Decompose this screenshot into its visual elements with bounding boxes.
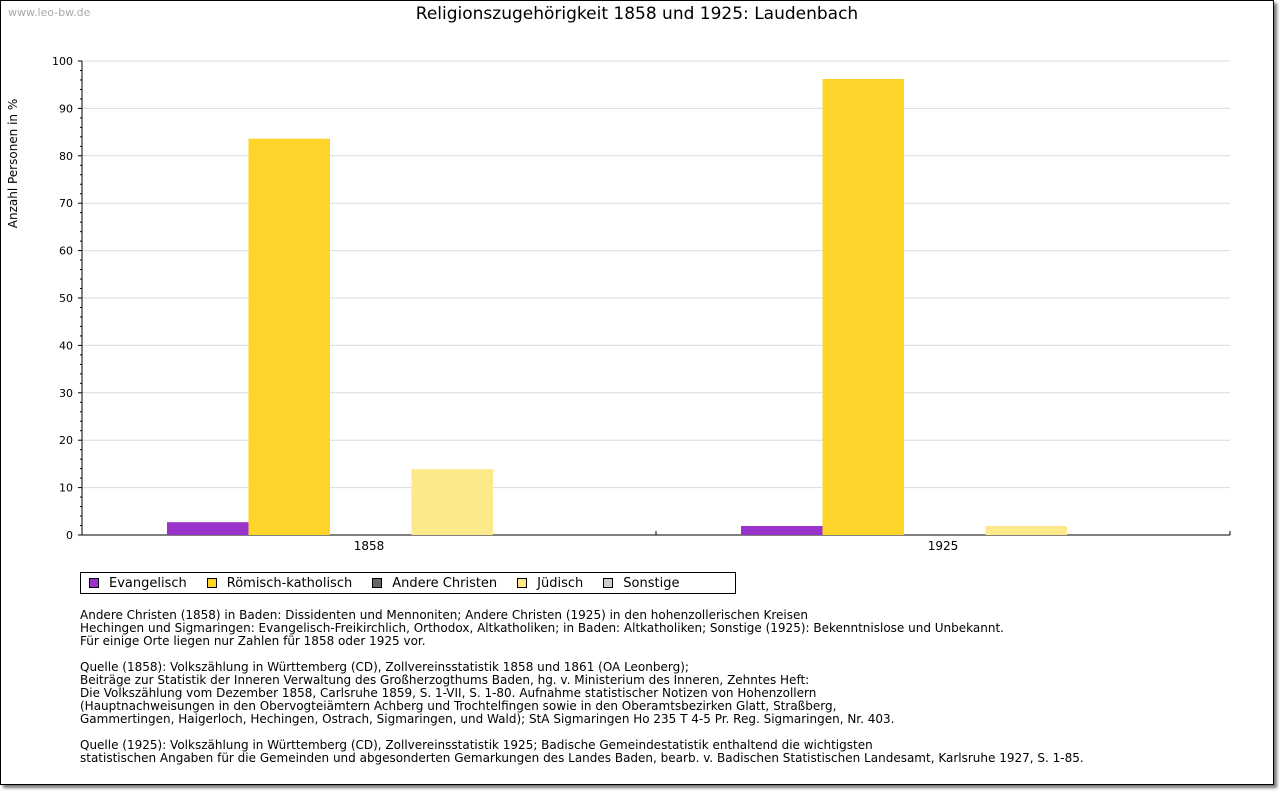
legend-label: Evangelisch <box>109 575 187 591</box>
legend-item: Andere Christen <box>372 576 497 591</box>
note-line: Für einige Orte liegen nur Zahlen für 18… <box>80 634 426 648</box>
y-tick-label: 100 <box>52 55 73 68</box>
legend-label: Römisch-katholisch <box>226 575 353 591</box>
legend-swatch <box>517 578 528 588</box>
notes: Andere Christen (1858) in Baden: Disside… <box>80 609 1260 778</box>
legend-label: Jüdisch <box>537 575 584 591</box>
bar <box>822 79 904 536</box>
bar <box>167 522 249 535</box>
bar <box>741 525 823 535</box>
note-line: (Hauptnachweisungen in den Obervogteiämt… <box>80 699 837 713</box>
chart-title: Religionszugehörigkeit 1858 und 1925: La… <box>415 4 859 24</box>
y-tick-label: 90 <box>59 102 73 115</box>
y-axis-label: Anzahl Personen in % <box>6 99 20 229</box>
note-paragraph: Quelle (1858): Volkszählung in Württembe… <box>80 661 1260 726</box>
y-tick-label: 60 <box>59 245 73 258</box>
y-tick-label: 40 <box>59 339 73 352</box>
y-tick-label: 50 <box>59 292 73 305</box>
y-tick-label: 10 <box>59 482 73 495</box>
y-tick-label: 80 <box>59 150 73 163</box>
legend-item: Römisch-katholisch <box>206 575 353 591</box>
y-tick-label: 70 <box>59 197 73 210</box>
legend-swatch <box>372 578 383 588</box>
legend-label: Andere Christen <box>392 575 498 591</box>
note-paragraph: Andere Christen (1858) in Baden: Disside… <box>80 609 1260 648</box>
bar <box>248 138 330 535</box>
note-line: statistischen Angaben für die Gemeinden … <box>80 751 1084 765</box>
x-tick-label: 1858 <box>354 539 385 553</box>
bar <box>985 525 1067 535</box>
legend-item: Evangelisch <box>89 576 187 591</box>
legend-swatch <box>206 578 217 588</box>
y-tick-label: 30 <box>59 387 73 400</box>
legend-label: Sonstige <box>623 575 680 591</box>
legend-item: Sonstige <box>603 576 679 591</box>
legend-swatch <box>603 578 614 588</box>
watermark: www.leo-bw.de <box>8 6 91 19</box>
y-tick-label: 0 <box>66 529 73 542</box>
x-tick-label: 1925 <box>928 539 959 553</box>
note-line: Gammertingen, Haigerloch, Hechingen, Ost… <box>80 712 895 726</box>
bar <box>411 469 493 535</box>
note-line: Beiträge zur Statistik der Inneren Verwa… <box>80 673 810 687</box>
legend-item: Jüdisch <box>517 576 583 591</box>
note-line: Quelle (1858): Volkszählung in Württembe… <box>80 660 689 674</box>
note-line: Hechingen und Sigmaringen: Evangelisch-F… <box>80 621 1004 635</box>
note-line: Die Volkszählung vom Dezember 1858, Carl… <box>80 686 817 700</box>
note-line: Quelle (1925): Volkszählung in Württembe… <box>80 738 873 752</box>
legend-swatch <box>89 578 99 588</box>
legend: Evangelisch Römisch-katholisch Andere Chri… <box>80 572 736 594</box>
y-tick-label: 20 <box>59 434 73 447</box>
note-paragraph: Quelle (1925): Volkszählung in Württembe… <box>80 739 1260 765</box>
note-line: Andere Christen (1858) in Baden: Disside… <box>80 608 808 622</box>
